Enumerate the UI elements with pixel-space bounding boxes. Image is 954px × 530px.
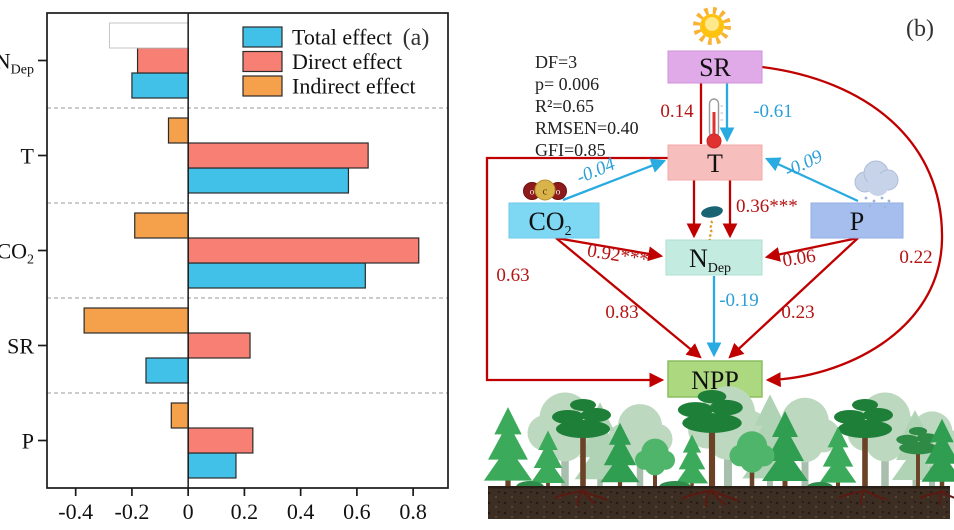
y-axis-label-N_Dep: NDep	[0, 49, 34, 78]
edge-p-t	[764, 157, 859, 203]
bar-N_Dep-total	[131, 72, 189, 99]
model-fit-stats: DF=3 p= 0.006 R²=0.65 RMSEN=0.40 GFI=0.8…	[535, 52, 639, 160]
roots	[554, 489, 954, 508]
bar-P-direct	[187, 427, 254, 454]
bar-SR-direct	[187, 332, 251, 359]
bar-T-direct	[187, 142, 369, 169]
co2-molecule-icon: o c o	[523, 179, 567, 201]
bar-SR-total	[145, 357, 189, 384]
bar-N_Dep-indirect	[108, 22, 189, 49]
x-tick-label: 0.4	[287, 499, 315, 524]
y-axis-label-P: P	[22, 429, 34, 454]
x-tick-label: -0.4	[58, 499, 93, 524]
legend-swatch-direct	[242, 50, 283, 73]
label-sr-t-blue: -0.61	[753, 101, 793, 122]
node-t: T	[667, 144, 763, 181]
nitrogen-deposition-icon	[701, 206, 723, 241]
bar-P-total	[187, 452, 237, 479]
edge-t-npp	[485, 156, 668, 388]
node-sr: SR	[667, 50, 763, 84]
bar-CO2-direct	[187, 237, 420, 264]
label-ndep-npp: -0.19	[719, 290, 759, 311]
node-p: P	[810, 202, 904, 239]
label-co2-ndep: 0.92***	[586, 240, 650, 270]
label-co2-npp: 0.83	[605, 302, 638, 323]
node-co2-label: CO2	[528, 207, 571, 239]
x-tick-label: -0.2	[115, 499, 150, 524]
sun-icon	[693, 7, 731, 45]
tree	[483, 407, 533, 491]
x-tick-label: 0.8	[399, 499, 427, 524]
stat-rmsen: RMSEN=0.40	[535, 118, 639, 138]
legend-label-indirect: Indirect effect	[292, 74, 416, 99]
node-sr-label: SR	[699, 53, 731, 82]
forest-illustration	[483, 386, 954, 519]
label-sr-t-red: 0.14	[660, 101, 694, 122]
label-sr-npp: 0.22	[899, 247, 932, 268]
bar-CO2-total	[187, 262, 366, 289]
soil-layer	[488, 486, 950, 519]
bar-T-total	[187, 167, 350, 194]
x-tick-label: 0	[183, 499, 194, 524]
bar-P-indirect	[170, 402, 189, 429]
co2-o-left: o	[530, 187, 535, 197]
x-tick-label: 0.2	[231, 499, 259, 524]
node-co2: CO2	[508, 202, 600, 239]
legend-label-total: Total effect	[292, 25, 392, 50]
y-axis-label-T: T	[21, 144, 35, 169]
legend-swatch-indirect	[242, 75, 283, 97]
co2-o-right: o	[556, 187, 561, 197]
label-t-npp: 0.63	[496, 265, 529, 286]
y-axis-label-SR: SR	[7, 334, 34, 359]
node-p-label: P	[850, 207, 864, 236]
panel-a-label: (a)	[403, 25, 430, 51]
y-axis-label-CO2: CO2	[0, 239, 34, 268]
legend-swatch-total	[242, 26, 283, 48]
label-t-ndep: 0.36***	[736, 196, 798, 217]
edge-p-npp	[728, 237, 859, 359]
bar-CO2-indirect	[134, 212, 189, 239]
label-p-ndep: 0.06	[781, 246, 817, 272]
x-tick-label: 0.6	[343, 499, 371, 524]
co2-c: c	[543, 186, 548, 198]
node-ndep-label: NDep	[689, 244, 731, 276]
stat-p: p= 0.006	[535, 74, 599, 94]
panel-b-label: (b)	[906, 16, 934, 42]
stat-r2: R²=0.65	[535, 96, 594, 116]
stat-gfi: GFI=0.85	[535, 140, 606, 160]
bar-SR-indirect	[83, 307, 189, 334]
legend-label-direct: Direct effect	[292, 49, 402, 74]
edge-co2-t	[562, 158, 667, 202]
node-t-label: T	[707, 149, 723, 178]
stat-df: DF=3	[535, 52, 577, 72]
effects-bar-chart: NDep T CO2 SR P -0.4 -0.2 0 0.2 0.4 0.6 0.8 Total ef…	[0, 12, 449, 524]
thermometer-icon	[706, 98, 723, 149]
node-ndep: NDep	[665, 239, 763, 276]
sem-diagram: (b) DF=3 p= 0.006 R²=0.65 RMSEN=0.40 GFI…	[483, 7, 954, 519]
rain-cloud-icon	[854, 160, 899, 209]
edge-co2-ndep	[555, 236, 664, 262]
bar-T-indirect	[167, 117, 189, 144]
edge-sr-npp	[761, 65, 944, 388]
label-p-npp: 0.23	[781, 302, 814, 323]
bar-N_Dep-direct	[136, 47, 189, 74]
edge-p-ndep	[764, 236, 859, 262]
edge-co2-npp	[555, 237, 702, 359]
